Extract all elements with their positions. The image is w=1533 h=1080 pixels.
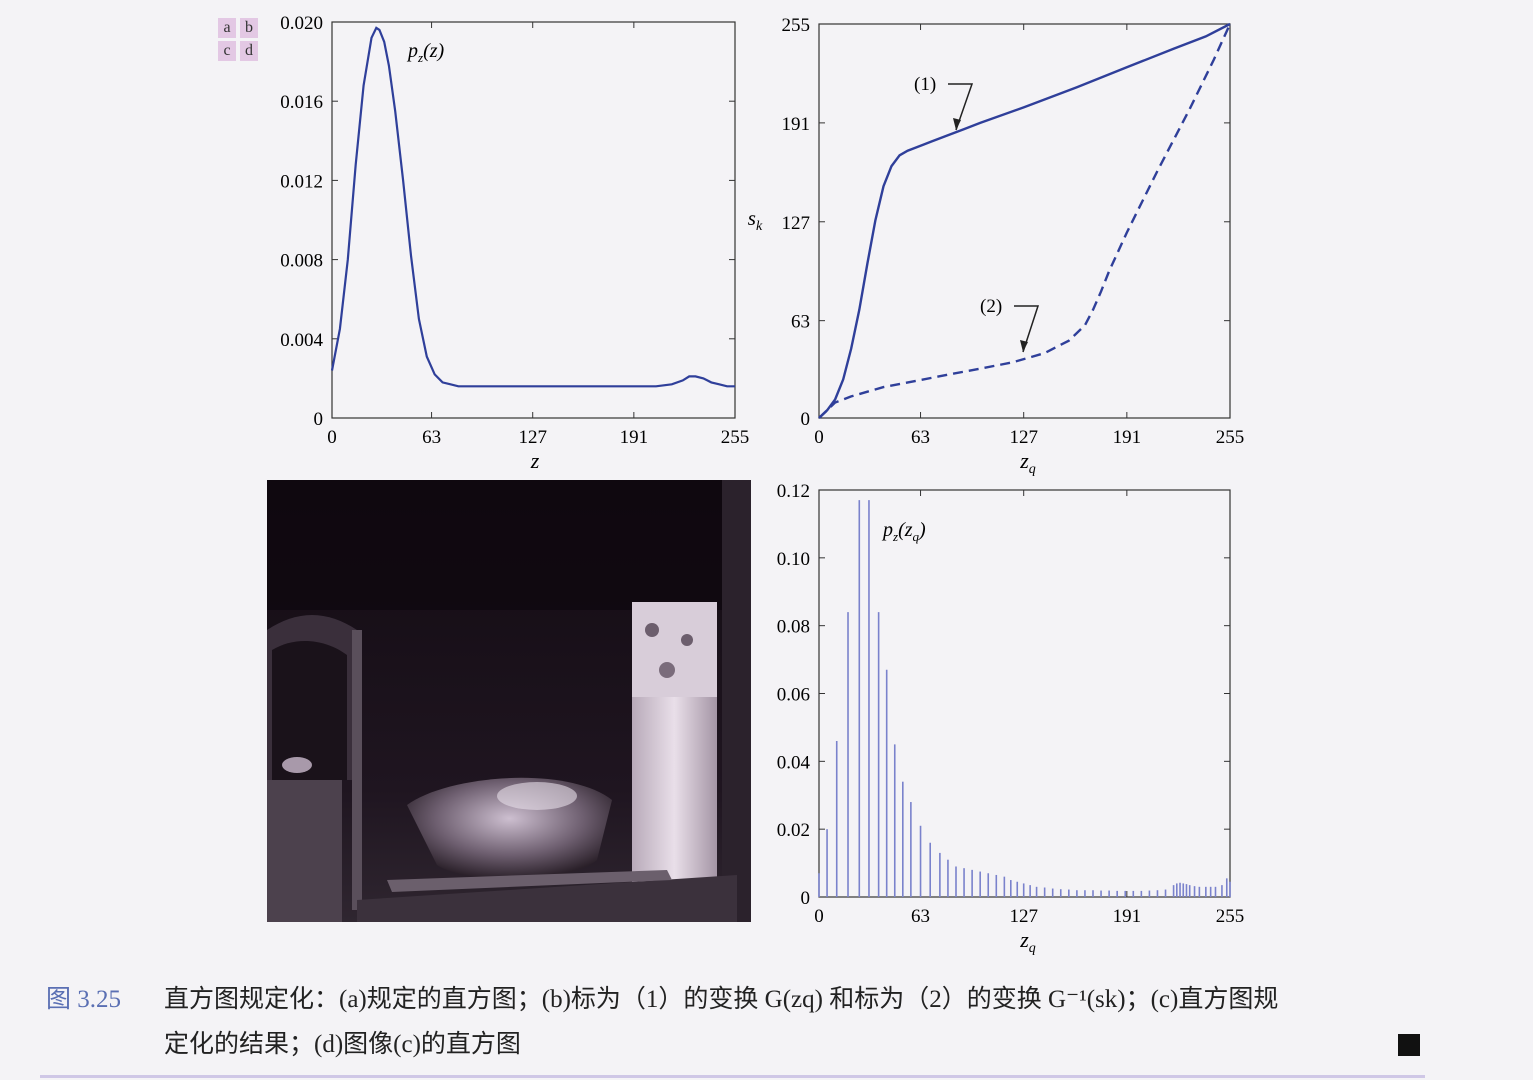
arrow-1 (948, 83, 974, 131)
arrow-2 (1014, 305, 1040, 353)
result-photo-c (267, 480, 751, 922)
x-axis-label: zq (1019, 927, 1036, 956)
curve-2-dashed (818, 23, 1232, 419)
plot-frame (818, 23, 1231, 419)
panel-letter-legend: a b c d (218, 18, 258, 61)
panel-letter-a: a (218, 18, 236, 38)
x-tick-label: 63 (911, 906, 930, 927)
chart-a-specified-histogram: 0 63 127 191 255 0 0.004 0.008 0.012 0.016 0.020 pz… (280, 13, 750, 473)
arrowhead-2 (1020, 340, 1028, 352)
y-tick-label: 0.004 (280, 330, 323, 351)
annotation-pz: pz(z) (406, 40, 445, 65)
y-tick-label: 0.12 (777, 481, 810, 502)
x-tick-label: 63 (911, 427, 930, 448)
caption-line-2: 定化的结果；(d)图像(c)的直方图 (164, 1031, 521, 1058)
end-of-example-mark (1398, 1034, 1420, 1056)
photo-illustration (267, 480, 751, 922)
y-tick-label: 0.06 (777, 685, 810, 706)
x-tick-label: 127 (1009, 427, 1038, 448)
x-tick-label: 191 (1113, 906, 1142, 927)
curve-1-solid (818, 22, 1231, 419)
y-tick-label: 63 (791, 312, 810, 333)
y-tick-label: 0.012 (280, 171, 323, 192)
x-tick-label: 191 (1113, 427, 1142, 448)
figure-number: 图 3.25 (46, 986, 122, 1013)
annotation-2: (2) (980, 296, 1002, 317)
x-tick-label: 127 (1009, 906, 1038, 927)
caption-line-1: 直方图规定化：(a)规定的直方图；(b)标为（1）的变换 G(zq) 和标为（2… (164, 986, 1279, 1013)
x-tick-label: 255 (1216, 906, 1245, 927)
y-tick-label: 255 (782, 15, 811, 36)
page-rule (40, 1075, 1425, 1078)
y-tick-label: 191 (782, 114, 811, 135)
annotation-1: (1) (914, 74, 936, 95)
y-tick-label: 0.02 (777, 820, 810, 841)
x-tick-label: 0 (814, 427, 824, 448)
plot-frame (331, 21, 736, 419)
x-tick-label: 127 (518, 427, 547, 448)
y-axis-label: sk (748, 206, 763, 234)
x-tick-label: 255 (721, 427, 750, 448)
y-tick-label: 0.04 (777, 752, 811, 773)
x-axis-label: zq (1019, 448, 1036, 477)
panel-letter-c: c (218, 41, 236, 61)
panel-letter-d: d (240, 41, 258, 61)
y-tick-label: 127 (782, 213, 811, 234)
x-tick-label: 0 (327, 427, 337, 448)
arrowhead-1 (953, 118, 961, 130)
panel-letter-b: b (240, 18, 258, 38)
x-tick-label: 191 (620, 427, 649, 448)
y-tick-label: 0 (801, 888, 811, 909)
x-tick-label: 255 (1216, 427, 1245, 448)
chart-d-result-histogram: 0 63 127 191 255 0 0.02 0.04 0.06 0.08 0.10 0.12 pz(… (777, 481, 1245, 956)
density-curve (330, 26, 735, 388)
y-tick-label: 0 (314, 409, 324, 430)
annotation-pzq: pz(zq) (881, 519, 926, 544)
y-tick-label: 0.10 (777, 549, 810, 570)
y-tick-label: 0.016 (280, 92, 323, 113)
x-tick-label: 0 (814, 906, 824, 927)
y-tick-label: 0.020 (280, 13, 323, 34)
y-tick-label: 0.008 (280, 251, 323, 272)
chart-b-transformations: 0 63 127 191 255 0 63 127 191 255 (1) (2) zq sk (748, 15, 1245, 477)
y-tick-label: 0.08 (777, 617, 810, 638)
y-tick-label: 0 (801, 409, 811, 430)
x-axis-label: z (530, 448, 540, 473)
x-tick-label: 63 (422, 427, 441, 448)
plot-frame (818, 489, 1231, 898)
